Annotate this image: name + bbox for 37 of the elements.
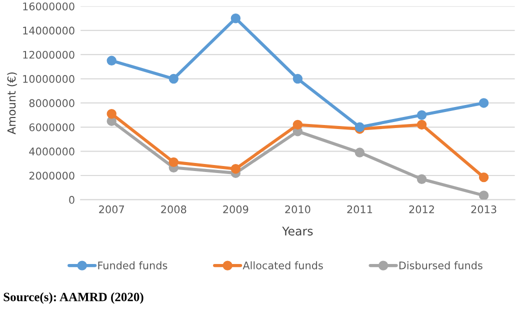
point xyxy=(478,190,489,200)
point xyxy=(354,148,365,158)
point xyxy=(292,120,303,130)
y-tick-label: 2000000 xyxy=(29,172,74,180)
point xyxy=(230,164,241,174)
point xyxy=(416,174,427,184)
y-tick-label: 0 xyxy=(69,196,74,204)
y-tick-label: 12000000 xyxy=(23,50,74,59)
x-axis-title: Years xyxy=(282,226,313,236)
point xyxy=(416,110,427,120)
x-tick-label: 2011 xyxy=(347,205,372,214)
legend-label: Funded funds xyxy=(98,261,168,270)
x-tick-label: 2010 xyxy=(285,205,310,214)
legend-label: Disbursed funds xyxy=(399,261,482,270)
x-tick-label: 2008 xyxy=(161,205,186,214)
point xyxy=(230,13,241,24)
point xyxy=(416,120,427,130)
source-note: Source(s): AAMRD (2020) xyxy=(4,292,144,304)
y-tick-label: 8000000 xyxy=(29,99,74,108)
y-tick-label: 4000000 xyxy=(29,148,74,156)
x-tick-label: 2007 xyxy=(99,205,124,214)
point xyxy=(478,98,489,108)
y-tick-label: 14000000 xyxy=(23,26,74,35)
y-tick-label: 6000000 xyxy=(29,123,74,132)
x-tick-label: 2013 xyxy=(471,205,496,214)
x-tick-label: 2009 xyxy=(223,205,248,214)
y-axis-title: Amount (€) xyxy=(7,72,18,134)
point xyxy=(106,56,116,66)
point xyxy=(292,74,303,84)
point xyxy=(106,108,116,119)
point xyxy=(168,74,179,84)
point xyxy=(168,157,179,168)
point xyxy=(478,172,489,182)
y-tick-label: 10000000 xyxy=(23,75,74,83)
legend-label: Allocated funds xyxy=(242,261,323,270)
y-tick-label: 16000000 xyxy=(23,2,74,10)
x-tick-label: 2012 xyxy=(409,205,434,214)
